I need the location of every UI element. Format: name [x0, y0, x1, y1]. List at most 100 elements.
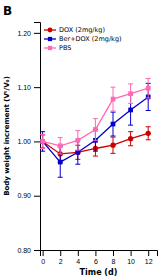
error-bar-cap [128, 103, 133, 104]
series [40, 83, 151, 177]
marker [75, 150, 80, 155]
x-tick-label: 0 [41, 258, 45, 265]
marks [40, 78, 151, 177]
error-bar-cap [111, 112, 116, 113]
y-tick: 0.80 [17, 247, 40, 254]
x-tick-mark [43, 250, 44, 256]
y-tick-label: 1.20 [17, 30, 31, 37]
marker [128, 136, 133, 141]
chart: 0246810120.800.901.001.101.20DOX (2mg/kg… [0, 0, 165, 280]
x-axis: 0 2 4 6 8 10 12 [41, 250, 158, 265]
marker [40, 139, 45, 144]
y-tick: 1.20 [17, 30, 40, 37]
x-tick-label: 12 [145, 258, 153, 265]
plot: 0246810120.800.901.001.101.20DOX (2mg/kg… [17, 23, 157, 265]
error-bar-cap [146, 126, 151, 127]
y-tick-mark [34, 87, 40, 88]
error-bar [40, 134, 45, 148]
line [43, 97, 149, 162]
legend-marker [48, 37, 52, 41]
error-bar [58, 138, 63, 154]
error-bar-cap [146, 139, 151, 140]
x-tick-mark [113, 250, 114, 256]
error-bar-cap [40, 151, 45, 152]
error-bar-cap [58, 177, 63, 178]
error-bar-cap [128, 125, 133, 126]
marker [40, 139, 45, 144]
marker [75, 150, 80, 155]
error-bar-cap [58, 137, 63, 138]
error-bar-cap [111, 137, 116, 138]
marker [110, 143, 115, 148]
y-axis: 0.800.901.001.101.20 [17, 23, 40, 254]
error-bar-cap [75, 164, 80, 165]
y-tick-label: 1.00 [17, 138, 31, 145]
error-bar-cap [93, 156, 98, 157]
legend-item: DOX (2mg/kg) [44, 26, 105, 34]
x-axis-title: Time (d) [80, 268, 118, 277]
error-bar-cap [93, 118, 98, 119]
x-axis-line [41, 251, 158, 257]
error-bar-cap [128, 131, 133, 132]
y-tick-mark [34, 33, 40, 34]
legend-label: DOX (2mg/kg) [59, 26, 105, 34]
error-bar-cap [111, 87, 116, 88]
error-bar [111, 112, 116, 136]
error-bar-cap [75, 130, 80, 131]
error-bar-cap [40, 131, 45, 132]
x-tick-mark [78, 250, 79, 256]
y-tick-mark [34, 141, 40, 142]
error-bar [40, 132, 45, 152]
error-bar-cap [111, 153, 116, 154]
y-tick-label: 0.80 [17, 247, 31, 254]
legend: DOX (2mg/kg)Ber+DOX (2mg/kg)PBS [44, 26, 122, 52]
error-bar-cap [58, 153, 63, 154]
marker [58, 160, 63, 165]
x-tick-label: 2 [59, 258, 63, 265]
x-tick: 10 [127, 250, 135, 265]
error-bar [75, 131, 80, 151]
x-tick: 4 [76, 250, 80, 265]
y-tick-mark [34, 250, 40, 251]
y-tick: 1.10 [17, 84, 40, 91]
title: B [3, 4, 12, 18]
x-tick: 8 [112, 250, 116, 265]
error-bar [111, 137, 116, 153]
marker [128, 91, 133, 96]
error-bar [146, 127, 151, 140]
x-tick: 2 [59, 250, 63, 265]
error-bar [128, 132, 133, 146]
legend-marker [48, 28, 53, 33]
legend-label: PBS [59, 44, 71, 52]
error-bar-cap [40, 134, 45, 135]
error-bar [128, 84, 133, 104]
error-bar-cap [128, 145, 133, 146]
marker [58, 143, 63, 148]
error-bar-cap [128, 83, 133, 84]
error-bar-cap [93, 151, 98, 152]
error-bar [146, 78, 151, 98]
x-tick-mark [148, 250, 149, 256]
x-tick: 0 [41, 250, 45, 265]
y-axis-title: Body weight increment (Vᵗ/V₀) [3, 76, 11, 196]
marker [128, 108, 133, 113]
error-bar-cap [146, 110, 151, 111]
error-bar-cap [111, 111, 116, 112]
legend-item: Ber+DOX (2mg/kg) [44, 35, 122, 43]
x-tick: 6 [94, 250, 98, 265]
error-bar-cap [111, 136, 116, 137]
marker [146, 131, 151, 136]
x-tick-label: 6 [94, 258, 98, 265]
x-tick-label: 10 [127, 258, 135, 265]
error-bar-cap [75, 150, 80, 151]
error-bar-cap [40, 148, 45, 149]
legend-label: Ber+DOX (2mg/kg) [59, 35, 122, 43]
error-bar [111, 87, 116, 111]
marker [75, 138, 80, 143]
x-tick: 12 [145, 250, 153, 265]
error-bar-cap [146, 78, 151, 79]
legend-item: PBS [44, 44, 71, 52]
error-bar [93, 119, 98, 141]
error-bar-cap [93, 140, 98, 141]
marker [40, 139, 45, 144]
